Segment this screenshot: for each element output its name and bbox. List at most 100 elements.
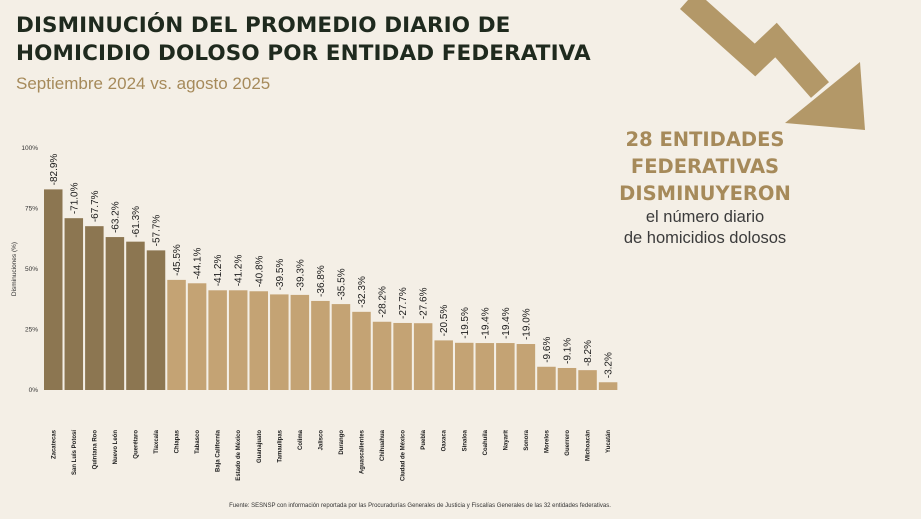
- bar: [290, 294, 310, 390]
- data-label: -45.5%: [172, 244, 183, 276]
- category-label: San Luis Potosí: [72, 430, 78, 475]
- data-label: -19.5%: [460, 307, 471, 339]
- data-label: -41.2%: [234, 255, 245, 287]
- bar: [64, 218, 84, 390]
- category-label: Guanajuato: [257, 430, 263, 463]
- bar: [393, 322, 412, 390]
- chart-subtitle: Septiembre 2024 vs. agosto 2025: [16, 74, 271, 93]
- y-tick-label: 0%: [29, 387, 39, 394]
- data-label: -8.2%: [583, 340, 594, 366]
- data-label: -40.8%: [254, 255, 265, 287]
- bar: [557, 367, 577, 390]
- data-label: -35.5%: [336, 268, 347, 300]
- arrow-head: [785, 62, 865, 130]
- category-label: Tlaxcala: [154, 429, 160, 453]
- y-axis-label: Disminuciones (%): [11, 242, 18, 296]
- data-label: -19.0%: [521, 308, 532, 340]
- data-label: -28.2%: [378, 286, 389, 318]
- category-label: Tabasco: [195, 430, 201, 454]
- data-label: -36.8%: [316, 265, 327, 297]
- chart-title: DISMINUCIÓN DEL PROMEDIO DIARIO DE HOMIC…: [16, 12, 591, 68]
- bar: [228, 290, 248, 390]
- callout-line-4: el número diario: [645, 208, 765, 226]
- downward-arrow-icon: [679, 0, 865, 130]
- data-label: -82.9%: [49, 154, 60, 186]
- data-label: -71.0%: [69, 182, 80, 214]
- data-label: -67.7%: [90, 190, 101, 222]
- category-label: Michoacán: [586, 430, 592, 461]
- bar: [126, 241, 145, 390]
- category-label: Chihuahua: [380, 429, 386, 461]
- bar: [85, 226, 104, 390]
- category-label: Quintana Roo: [92, 430, 98, 470]
- category-label: Nayarit: [503, 430, 509, 450]
- category-label: Yucatán: [606, 430, 612, 453]
- category-label: Aguascalientes: [360, 429, 366, 474]
- category-label: Estado de México: [236, 430, 242, 481]
- category-label: Colima: [298, 429, 304, 450]
- callout-line-2: FEDERATIVAS: [630, 155, 780, 178]
- data-label: -39.5%: [275, 259, 286, 291]
- y-tick-label: 25%: [25, 327, 38, 334]
- bar: [537, 366, 556, 390]
- category-label: Nuevo León: [113, 430, 119, 465]
- bar: [187, 283, 207, 390]
- bar: [146, 250, 166, 390]
- bar: [578, 370, 597, 390]
- bar: [311, 300, 330, 390]
- bar: [496, 343, 515, 390]
- category-label: Durango: [339, 430, 345, 455]
- callout-line-1: 28 ENTIDADES: [625, 128, 785, 151]
- data-label: -27.7%: [398, 287, 409, 319]
- data-label: -20.5%: [439, 305, 450, 337]
- title-line-2: HOMICIDIO DOLOSO POR ENTIDAD FEDERATIVA: [16, 41, 591, 66]
- data-label: -9.1%: [563, 338, 574, 364]
- category-label: Coahuila: [483, 429, 489, 455]
- bar: [208, 290, 227, 390]
- category-label: Tamaulipas: [277, 429, 283, 462]
- category-label: Ciudad de México: [401, 430, 407, 481]
- data-label: -32.3%: [357, 276, 368, 308]
- data-label: -61.3%: [131, 206, 142, 238]
- data-label: -27.6%: [419, 287, 430, 319]
- data-label: -19.4%: [480, 307, 491, 339]
- category-label: Zacatecas: [51, 429, 57, 459]
- data-label: -44.1%: [193, 247, 204, 279]
- bar: [516, 344, 536, 390]
- bar: [352, 311, 371, 390]
- category-label: Guerrero: [565, 430, 571, 456]
- category-label: Puebla: [421, 429, 427, 449]
- bar-chart: 0% 25% 50% 75% 100% Disminuciones (%) -82.9% Za…: [11, 145, 618, 481]
- data-label: -3.2%: [604, 352, 615, 378]
- data-label: -19.4%: [501, 307, 512, 339]
- data-label: -39.3%: [295, 259, 306, 291]
- bar: [455, 342, 474, 390]
- callout-line-3: DISMINUYERON: [619, 182, 791, 205]
- y-tick-label: 50%: [25, 266, 38, 273]
- category-label: Baja California: [216, 429, 222, 472]
- bar: [105, 237, 125, 390]
- y-tick-label: 100%: [21, 145, 38, 152]
- title-line-1: DISMINUCIÓN DEL PROMEDIO DIARIO DE: [16, 13, 511, 38]
- bar: [249, 291, 268, 390]
- category-label: Sinaloa: [462, 429, 468, 451]
- y-tick-label: 75%: [25, 206, 38, 213]
- category-label: Querétaro: [133, 430, 139, 459]
- category-label: Jalisco: [318, 430, 324, 451]
- category-label: Morelos: [544, 429, 550, 453]
- bar: [475, 343, 495, 390]
- callout-line-5: de homicidios dolosos: [623, 229, 787, 247]
- bar: [434, 340, 453, 390]
- data-label: -57.7%: [152, 215, 163, 247]
- bar: [44, 189, 63, 390]
- data-label: -41.2%: [213, 255, 224, 287]
- category-label: Sonora: [524, 429, 530, 450]
- bar: [413, 323, 433, 390]
- category-label: Chiapas: [175, 429, 181, 453]
- bar: [372, 321, 392, 390]
- bar: [167, 279, 186, 390]
- bar: [331, 304, 351, 390]
- data-label: -63.2%: [110, 201, 121, 233]
- source-note: Fuente: SESNSP con información reportada…: [229, 503, 611, 509]
- data-label: -9.6%: [542, 337, 553, 363]
